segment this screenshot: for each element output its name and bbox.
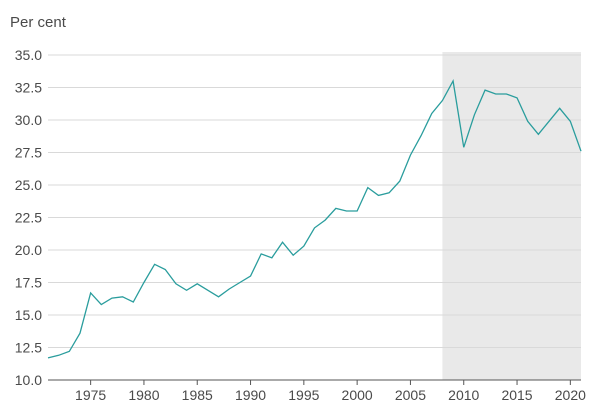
data-point [164,269,166,271]
y-tick-label: 22.5 [15,210,42,226]
y-tick-label: 15.0 [15,307,42,323]
series-line [47,79,582,359]
y-tick-label: 17.5 [15,275,42,291]
x-axis-ticks: 1975 1980 1985 1990 1995 2000 2005 2010 2015 2020 [75,380,586,403]
data-point [495,93,497,95]
data-point [559,107,561,109]
x-tick-label: 1990 [235,387,266,403]
data-point [420,135,422,137]
data-point [90,292,92,294]
shaded-region [442,52,581,380]
data-point [68,350,70,352]
data-point [186,289,188,291]
data-point [441,100,443,102]
data-point [100,304,102,306]
data-point [367,187,369,189]
data-point [303,245,305,247]
x-tick-label: 1995 [288,387,319,403]
data-point [111,297,113,299]
y-tick-label: 32.5 [15,80,42,96]
data-point [122,296,124,298]
gridlines [48,54,581,348]
x-tick-label: 2000 [342,387,373,403]
y-tick-label: 27.5 [15,145,42,161]
data-point [196,283,198,285]
data-point [239,282,241,284]
data-point [314,227,316,229]
data-point [250,275,252,277]
data-point [58,354,60,356]
data-point [356,210,358,212]
data-point [324,219,326,221]
y-tick-label: 35.0 [15,47,42,63]
data-point [260,253,262,255]
data-point [345,210,347,212]
data-point [537,133,539,135]
data-point [207,289,209,291]
data-point [516,97,518,99]
data-point [282,241,284,243]
data-point [228,288,230,290]
y-tick-label: 30.0 [15,112,42,128]
data-point [473,114,475,116]
data-point [431,113,433,115]
data-point [548,120,550,122]
y-tick-label: 12.5 [15,340,42,356]
x-tick-label: 2015 [501,387,532,403]
y-tick-label: 10.0 [15,372,42,388]
data-point [527,120,529,122]
data-point [580,150,582,152]
data-point [47,357,49,359]
data-point [271,257,273,259]
data-point [132,301,134,303]
data-point [377,194,379,196]
x-tick-label: 1975 [75,387,106,403]
data-point [154,263,156,265]
data-point [452,80,454,82]
data-point [399,180,401,182]
data-point [143,282,145,284]
y-tick-label: 20.0 [15,242,42,258]
data-point [388,192,390,194]
data-point [463,146,465,148]
x-tick-label: 2010 [448,387,479,403]
data-point [218,296,220,298]
x-tick-label: 1985 [182,387,213,403]
data-point [335,207,337,209]
data-point [484,89,486,91]
data-point [409,154,411,156]
y-tick-label: 25.0 [15,177,42,193]
x-tick-label: 1980 [128,387,159,403]
x-tick-label: 2005 [395,387,426,403]
y-axis-ticks: 10.0 12.5 15.0 17.5 20.0 22.5 25.0 27.5 30.0 32.5… [15,47,42,388]
data-point [569,120,571,122]
data-point [175,283,177,285]
y-axis-unit-label: Per cent [10,14,67,31]
x-tick-label: 2020 [555,387,586,403]
data-point [505,93,507,95]
data-point [292,254,294,256]
data-point [79,332,81,334]
